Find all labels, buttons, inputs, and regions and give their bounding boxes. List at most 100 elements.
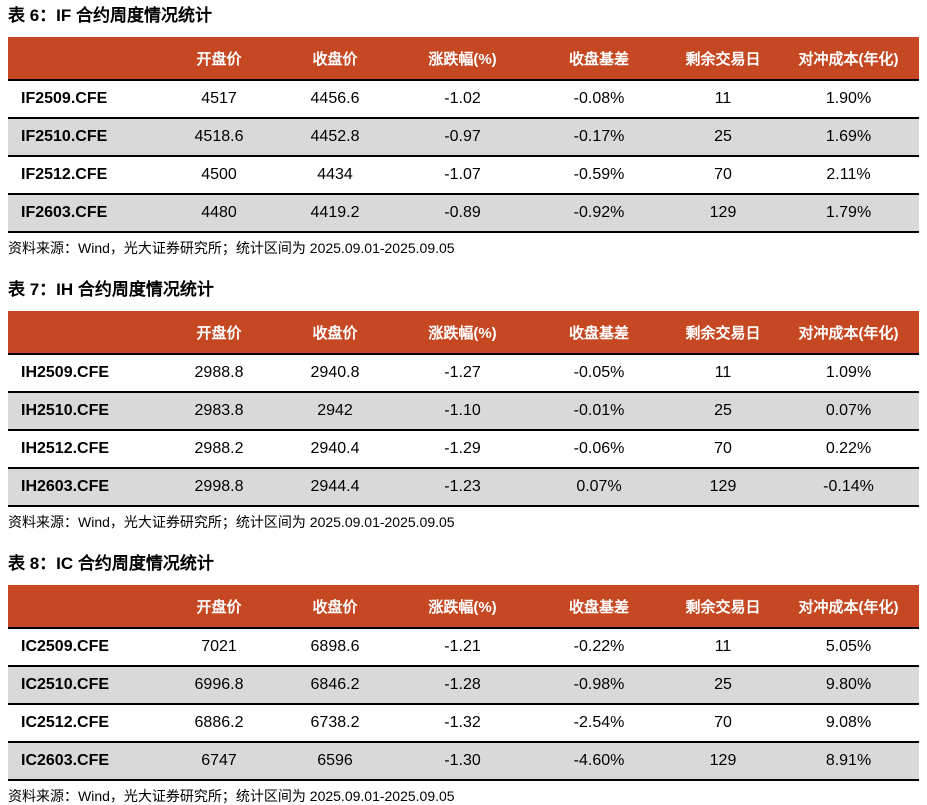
change-cell: -0.89: [444, 204, 481, 221]
cost-cell: 9.80%: [825, 676, 872, 693]
table-row: IH2603.CFE 2998.8 2944.4 -1.23 0.07% 129…: [8, 468, 919, 506]
days-cell: 11: [714, 638, 732, 655]
close-cell: 6898.6: [310, 638, 360, 655]
basis-cell: -4.60%: [573, 752, 625, 769]
days-cell: 25: [714, 402, 732, 419]
table-title: 表 7：IH 合约周度情况统计: [8, 280, 214, 299]
table-title: 表 8：IC 合约周度情况统计: [8, 554, 214, 573]
header-cell-close: 收盘价: [275, 311, 395, 354]
header-cell-cost: 对冲成本(年化): [778, 311, 919, 354]
header-cell-basis: 收盘基差: [530, 585, 668, 628]
futures-table-if: 开盘价 收盘价 涨跌幅(%) 收盘基差 剩余交易日 对冲成本(年化) IF250…: [8, 37, 919, 233]
change-cell: -1.07: [444, 166, 481, 183]
basis-cell: -0.08%: [573, 90, 625, 107]
header-cell-cost: 对冲成本(年化): [778, 585, 919, 628]
days-cell: 129: [709, 204, 737, 221]
open-cell: 6747: [201, 752, 237, 769]
table-section-if: 表 6：IF 合约周度情况统计 开盘价 收盘价 涨跌幅(%) 收盘基差 剩余交易…: [8, 5, 919, 257]
table-row: IF2512.CFE 4500 4434 -1.07 -0.59% 70 2.1…: [8, 156, 919, 194]
contract-cell: IF2603.CFE: [21, 204, 108, 221]
cost-cell: 9.08%: [825, 714, 872, 731]
open-cell: 4518.6: [194, 128, 244, 145]
header-cell-contract: [8, 585, 163, 628]
open-cell: 4517: [201, 90, 237, 107]
change-cell: -1.10: [444, 402, 481, 419]
close-cell: 6596: [317, 752, 353, 769]
open-cell: 2983.8: [194, 402, 244, 419]
open-cell: 2998.8: [194, 478, 244, 495]
table-section-ih: 表 7：IH 合约周度情况统计 开盘价 收盘价 涨跌幅(%) 收盘基差 剩余交易…: [8, 279, 919, 531]
days-cell: 11: [714, 90, 732, 107]
change-cell: -1.28: [444, 676, 481, 693]
change-cell: -0.97: [444, 128, 481, 145]
basis-cell: 0.07%: [576, 478, 622, 495]
contract-cell: IH2510.CFE: [21, 402, 110, 419]
header-row: 开盘价 收盘价 涨跌幅(%) 收盘基差 剩余交易日 对冲成本(年化): [8, 311, 919, 354]
futures-table-ih: 开盘价 收盘价 涨跌幅(%) 收盘基差 剩余交易日 对冲成本(年化) IH250…: [8, 311, 919, 507]
table-row: IC2512.CFE 6886.2 6738.2 -1.32 -2.54% 70…: [8, 704, 919, 742]
futures-table-ic: 开盘价 收盘价 涨跌幅(%) 收盘基差 剩余交易日 对冲成本(年化) IC250…: [8, 585, 919, 781]
header-cell-days: 剩余交易日: [668, 37, 778, 80]
change-cell: -1.30: [444, 752, 481, 769]
basis-cell: -0.98%: [573, 676, 625, 693]
table-row: IH2510.CFE 2983.8 2942 -1.10 -0.01% 25 0…: [8, 392, 919, 430]
header-row: 开盘价 收盘价 涨跌幅(%) 收盘基差 剩余交易日 对冲成本(年化): [8, 37, 919, 80]
days-cell: 70: [714, 440, 732, 457]
close-cell: 6738.2: [310, 714, 360, 731]
table-row: IC2510.CFE 6996.8 6846.2 -1.28 -0.98% 25…: [8, 666, 919, 704]
source-note: 资料来源：Wind，光大证券研究所；统计区间为 2025.09.01-2025.…: [8, 788, 455, 804]
close-cell: 2944.4: [310, 478, 360, 495]
header-cell-basis: 收盘基差: [530, 311, 668, 354]
close-cell: 4452.8: [310, 128, 360, 145]
header-cell-contract: [8, 37, 163, 80]
cost-cell: 1.09%: [825, 364, 872, 381]
change-cell: -1.21: [444, 638, 481, 655]
header-cell-change: 涨跌幅(%): [395, 585, 530, 628]
table-row: IF2510.CFE 4518.6 4452.8 -0.97 -0.17% 25…: [8, 118, 919, 156]
table-row: IF2509.CFE 4517 4456.6 -1.02 -0.08% 11 1…: [8, 80, 919, 118]
days-cell: 70: [714, 714, 732, 731]
contract-cell: IC2603.CFE: [21, 752, 110, 769]
days-cell: 25: [714, 128, 732, 145]
contract-cell: IC2510.CFE: [21, 676, 110, 693]
table-row: IH2509.CFE 2988.8 2940.8 -1.27 -0.05% 11…: [8, 354, 919, 392]
open-cell: 2988.8: [194, 364, 244, 381]
open-cell: 6996.8: [194, 676, 244, 693]
table-section-ic: 表 8：IC 合约周度情况统计 开盘价 收盘价 涨跌幅(%) 收盘基差 剩余交易…: [8, 553, 919, 805]
header-cell-open: 开盘价: [163, 37, 275, 80]
basis-cell: -0.05%: [573, 364, 625, 381]
basis-cell: -0.22%: [573, 638, 625, 655]
close-cell: 2940.8: [310, 364, 360, 381]
close-cell: 2942: [317, 402, 353, 419]
table-row: IH2512.CFE 2988.2 2940.4 -1.29 -0.06% 70…: [8, 430, 919, 468]
cost-cell: 5.05%: [825, 638, 872, 655]
cost-cell: 0.07%: [825, 402, 872, 419]
contract-cell: IH2512.CFE: [21, 440, 110, 457]
change-cell: -1.23: [444, 478, 481, 495]
source-note: 资料来源：Wind，光大证券研究所；统计区间为 2025.09.01-2025.…: [8, 240, 455, 256]
days-cell: 25: [714, 676, 732, 693]
basis-cell: -0.01%: [573, 402, 625, 419]
cost-cell: 0.22%: [825, 440, 872, 457]
basis-cell: -0.06%: [573, 440, 625, 457]
open-cell: 7021: [201, 638, 237, 655]
days-cell: 129: [709, 752, 737, 769]
header-cell-cost: 对冲成本(年化): [778, 37, 919, 80]
source-note: 资料来源：Wind，光大证券研究所；统计区间为 2025.09.01-2025.…: [8, 514, 455, 530]
cost-cell: 8.91%: [825, 752, 872, 769]
table-row: IF2603.CFE 4480 4419.2 -0.89 -0.92% 129 …: [8, 194, 919, 232]
header-cell-close: 收盘价: [275, 585, 395, 628]
close-cell: 4419.2: [310, 204, 360, 221]
header-cell-change: 涨跌幅(%): [395, 311, 530, 354]
basis-cell: -0.92%: [573, 204, 625, 221]
cost-cell: 1.69%: [825, 128, 872, 145]
days-cell: 11: [714, 364, 732, 381]
days-cell: 70: [714, 166, 732, 183]
table-row: IC2509.CFE 7021 6898.6 -1.21 -0.22% 11 5…: [8, 628, 919, 666]
close-cell: 4456.6: [310, 90, 360, 107]
open-cell: 6886.2: [194, 714, 244, 731]
header-cell-days: 剩余交易日: [668, 585, 778, 628]
cost-cell: 2.11%: [826, 166, 871, 183]
header-cell-open: 开盘价: [163, 585, 275, 628]
header-row: 开盘价 收盘价 涨跌幅(%) 收盘基差 剩余交易日 对冲成本(年化): [8, 585, 919, 628]
